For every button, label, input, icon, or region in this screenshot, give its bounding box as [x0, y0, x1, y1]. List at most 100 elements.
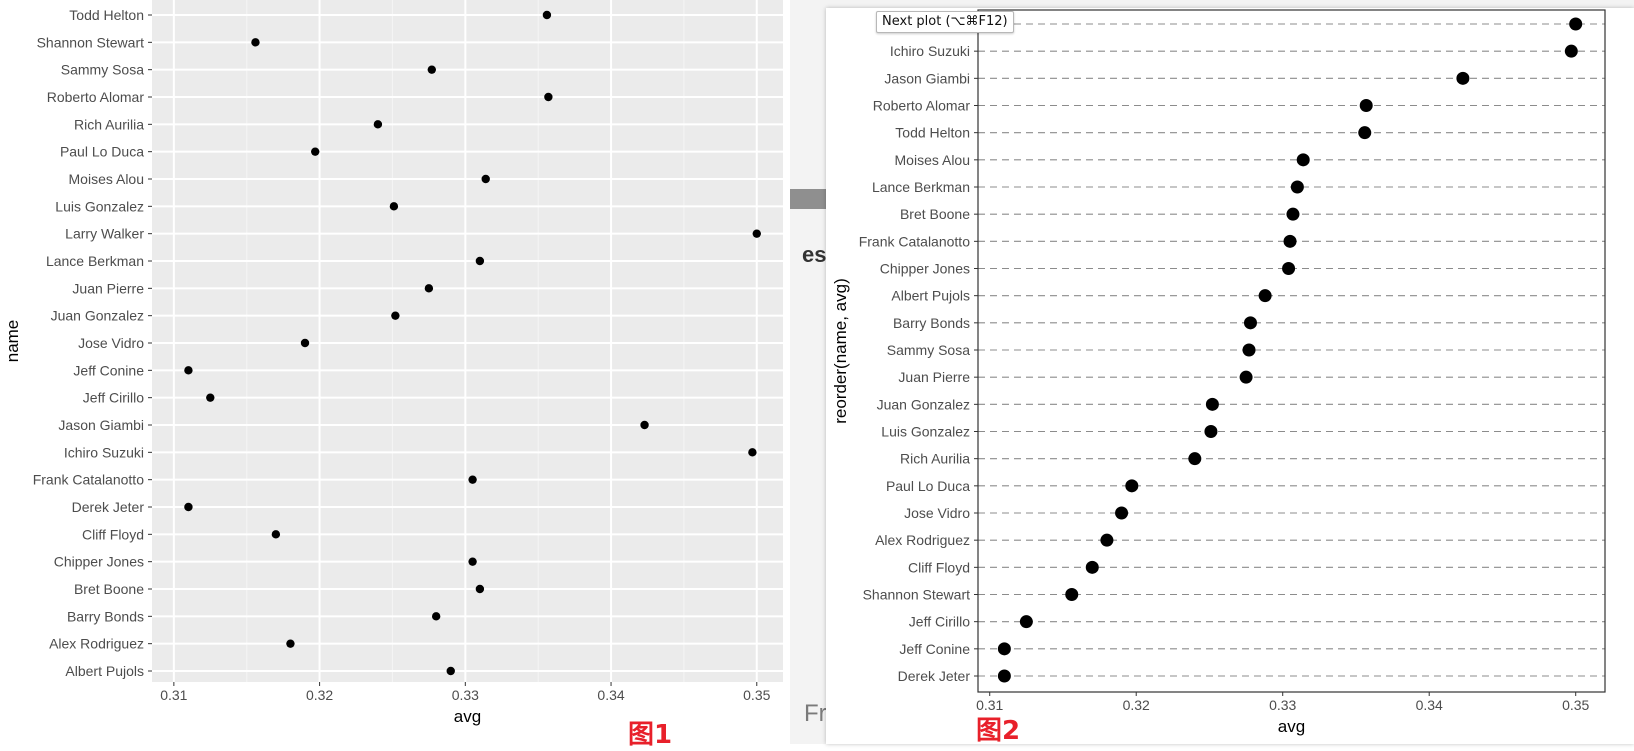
y-tick-label: Ichiro Suzuki [64, 444, 144, 460]
y-tick-label: Roberto Alomar [873, 98, 971, 114]
data-point [544, 92, 553, 102]
data-point [431, 612, 441, 621]
data-point [206, 393, 215, 402]
data-point [427, 65, 436, 74]
data-point [1456, 71, 1470, 85]
data-point [1564, 44, 1578, 58]
y-tick-label: Paul Lo Duca [886, 478, 970, 494]
y-tick-label: Frank Catalanotto [33, 472, 144, 488]
data-point [1258, 289, 1272, 303]
data-point [389, 202, 399, 211]
data-point [1358, 126, 1372, 140]
next-plot-tooltip: Next plot (⌥⌘F12) [876, 11, 1014, 33]
y-tick-label: Jason Giambi [884, 70, 970, 86]
data-point [184, 366, 193, 375]
data-point [468, 557, 477, 566]
data-point [475, 256, 485, 266]
y-tick-label: Juan Gonzalez [51, 308, 144, 324]
data-point [1085, 560, 1099, 574]
y-tick-label: Larry Walker [65, 226, 144, 242]
data-point [1125, 479, 1139, 493]
y-tick-label: Rich Aurilia [74, 116, 144, 132]
data-point [1242, 343, 1256, 357]
data-point [752, 229, 761, 238]
y-tick-label: Lance Berkman [872, 179, 970, 195]
y-tick-label: Moises Alou [69, 171, 144, 187]
background-text-fragment-bottom: Fr [804, 700, 827, 727]
x-axis-title: avg [454, 707, 481, 726]
y-tick-label: Sammy Sosa [61, 62, 144, 78]
data-point [1282, 262, 1296, 275]
data-point [311, 147, 320, 156]
data-point [1065, 588, 1079, 601]
y-tick-label: Shannon Stewart [37, 34, 145, 50]
y-tick-label: Moises Alou [895, 152, 970, 168]
data-point [542, 10, 552, 20]
data-point [1243, 316, 1257, 330]
y-tick-label: Roberto Alomar [47, 89, 145, 105]
x-tick-label: 0.32 [1123, 697, 1150, 713]
x-tick-label: 0.35 [1562, 697, 1589, 713]
y-tick-label: Cliff Floyd [82, 526, 144, 542]
y-tick-label: Bret Boone [74, 581, 144, 597]
data-point [481, 174, 490, 184]
y-tick-label: Derek Jeter [898, 668, 971, 684]
data-point [1283, 234, 1297, 248]
y-tick-label: Jeff Conine [73, 362, 144, 378]
x-tick-label: 0.34 [597, 687, 624, 703]
x-tick-label: 0.33 [452, 687, 479, 703]
plot-area [152, 0, 783, 682]
x-tick-label: 0.32 [306, 687, 333, 703]
y-axis-title: name [3, 320, 22, 363]
data-point [251, 38, 260, 47]
y-tick-label: Albert Pujols [891, 288, 970, 304]
y-tick-label: Shannon Stewart [863, 587, 971, 603]
y-tick-label: Rich Aurilia [900, 451, 970, 467]
figure-caption-2: 图2 [976, 716, 1021, 746]
y-tick-label: Juan Pierre [898, 369, 970, 385]
x-tick-label: 0.31 [976, 697, 1003, 713]
data-point [271, 530, 281, 539]
background-text-fragment: es [802, 242, 827, 267]
data-point [424, 284, 434, 293]
data-point [1115, 506, 1129, 520]
data-point [1188, 452, 1202, 466]
x-tick-label: 0.31 [160, 687, 187, 703]
data-point [1569, 17, 1583, 31]
data-point [1019, 615, 1033, 629]
data-point [286, 639, 295, 648]
y-tick-label: Chipper Jones [54, 554, 144, 570]
y-tick-label: Barry Bonds [67, 608, 144, 624]
x-tick-label: 0.35 [743, 687, 770, 703]
y-tick-label: Barry Bonds [893, 315, 970, 331]
data-point [391, 311, 400, 320]
y-tick-label: Jose Vidro [78, 335, 144, 351]
y-tick-label: Jose Vidro [904, 505, 970, 521]
y-tick-label: Albert Pujols [65, 663, 144, 679]
y-tick-label: Jeff Cirillo [909, 614, 970, 630]
data-point [997, 669, 1011, 683]
data-point [184, 502, 193, 512]
y-tick-label: Juan Pierre [72, 280, 144, 296]
x-tick-label: 0.33 [1269, 697, 1296, 713]
y-tick-label: Chipper Jones [880, 261, 970, 277]
data-point [1205, 397, 1219, 411]
data-point [997, 642, 1011, 656]
y-tick-label: Bret Boone [900, 206, 970, 222]
data-point [1204, 425, 1218, 438]
plot-panel-1: Todd Helton Shannon Stewart Sammy Sosa Robe… [0, 0, 790, 744]
data-point [1100, 533, 1114, 547]
data-point [300, 338, 310, 348]
y-tick-label: Lance Berkman [46, 253, 144, 269]
y-tick-label: Juan Gonzalez [877, 396, 970, 412]
data-point [748, 448, 757, 457]
data-point [468, 475, 477, 484]
y-tick-label: Derek Jeter [72, 499, 145, 515]
y-tick-label: Alex Rodriguez [49, 636, 144, 652]
data-point [640, 420, 649, 430]
data-point [1359, 99, 1373, 112]
y-tick-label: Alex Rodriguez [875, 532, 970, 548]
data-point [1239, 370, 1253, 384]
